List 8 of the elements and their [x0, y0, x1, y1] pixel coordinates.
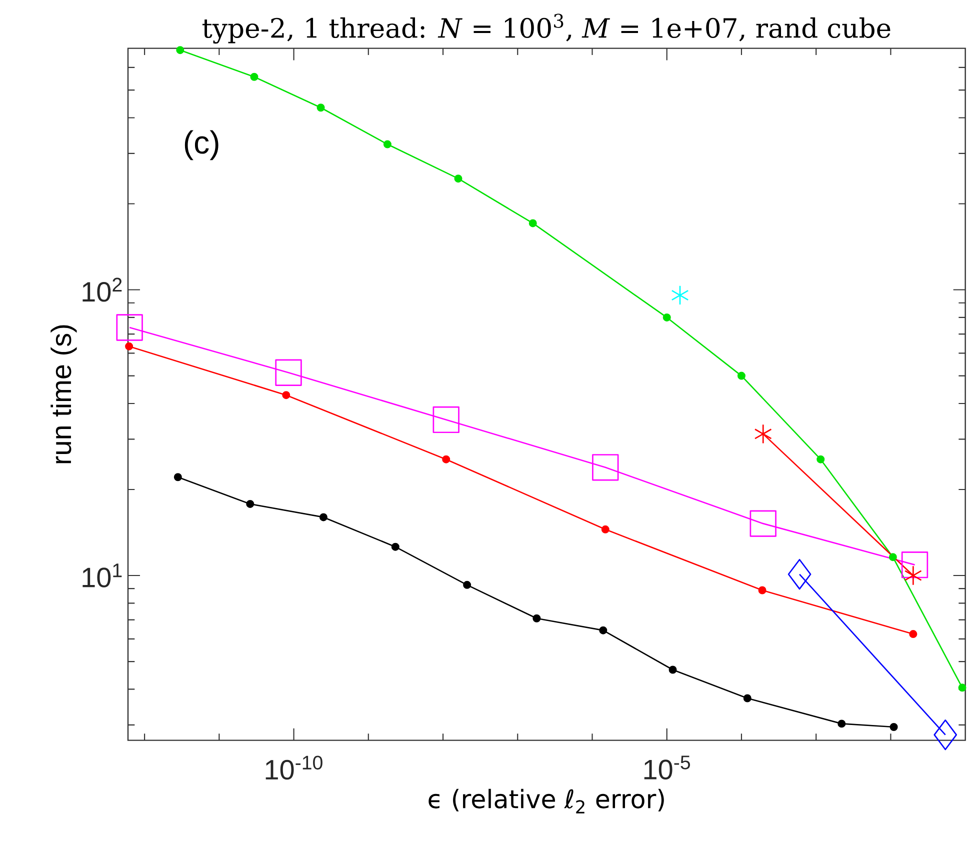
- y-tick-label: 10$^{1}$: [82, 564, 122, 588]
- x-tick-label: 10$^{-10}$: [266, 756, 322, 780]
- x-axis-title: ϵ (relative ℓ$_{2}$ error): [428, 788, 664, 814]
- y-axis-title: run time (s): [50, 325, 77, 464]
- x-tick-label: 10$^{-5}$: [644, 756, 690, 780]
- y-tick-label: 10$^{2}$: [82, 278, 122, 302]
- annotation: (c): [184, 130, 218, 160]
- chart-title: type-2, 1 thread: N = 100$^{3}$, M = 1e+07, rand cube: [202, 14, 890, 44]
